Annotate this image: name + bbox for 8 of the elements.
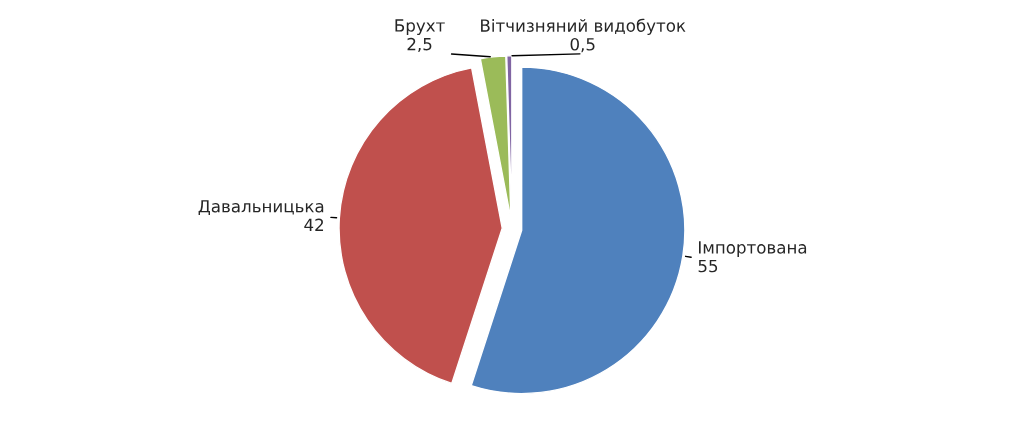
data-label: 2,5 — [407, 37, 432, 53]
slice-label: Вітчизняний видобуток — [481, 18, 686, 36]
slice-label: Брухт — [395, 19, 445, 35]
data-label: 42 — [304, 218, 324, 231]
data-label: 0,5 — [570, 37, 595, 53]
slice-label: Давальницька — [198, 200, 324, 215]
slice-label: Імпортована — [699, 241, 807, 257]
data-label: 55 — [698, 259, 718, 273]
